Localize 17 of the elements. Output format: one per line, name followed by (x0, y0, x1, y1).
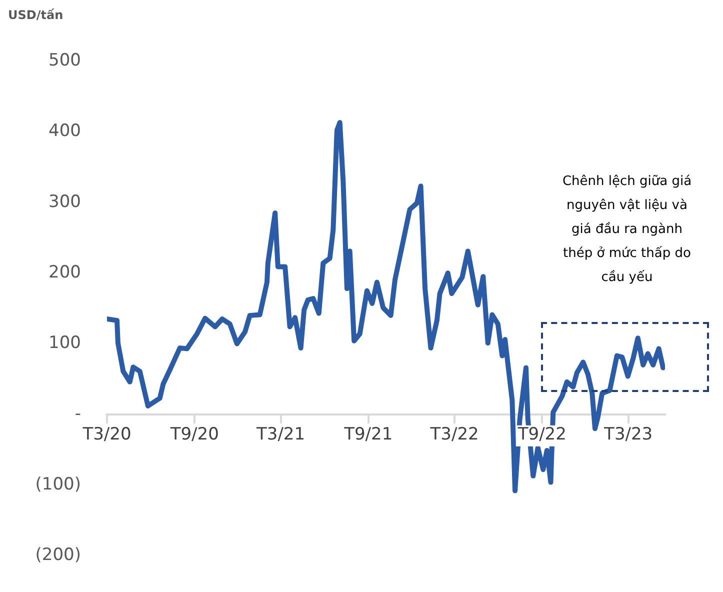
y-tick-label: 100 (48, 333, 81, 354)
x-tick-label: T9/20 (169, 424, 219, 444)
x-tick-label: T3/23 (603, 424, 653, 444)
y-tick-label: (100) (35, 474, 81, 495)
y-tick-label: (200) (35, 545, 81, 566)
x-tick-label: T3/21 (256, 424, 306, 444)
y-tick-label: 200 (48, 262, 81, 282)
x-tick-label: T9/22 (516, 424, 566, 444)
y-tick-label: 500 (48, 50, 81, 70)
annotation: Chênh lệch giữa giá nguyên vật liệu và giá đầu ra ngành thép ở mức thấp do cầu yếu (561, 173, 693, 287)
y-tick-label: 300 (48, 192, 81, 212)
x-tick-label: T3/22 (429, 424, 479, 444)
y-tick-label: 400 (48, 121, 81, 142)
x-tick-label: T9/21 (343, 424, 393, 444)
y-axis-title: USD/tấn (8, 8, 64, 22)
y-tick-label: - (74, 404, 81, 424)
x-tick-label: T3/20 (82, 424, 132, 444)
